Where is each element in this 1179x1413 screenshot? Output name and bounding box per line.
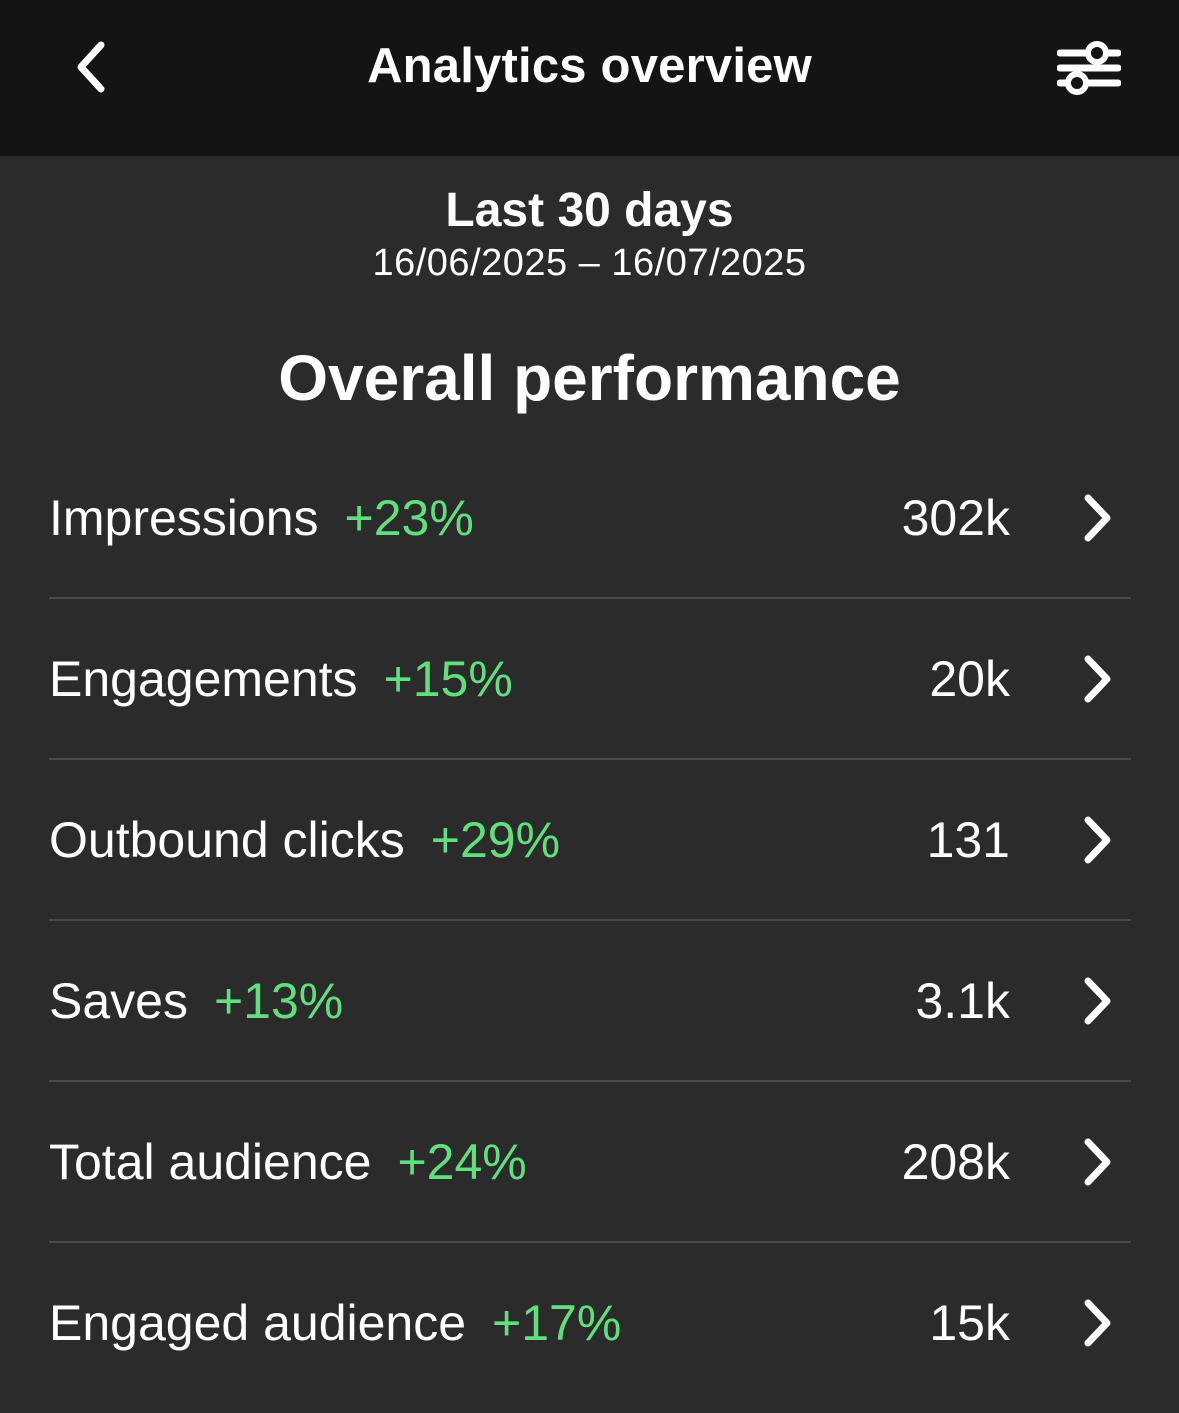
page-title: Analytics overview	[367, 39, 812, 93]
chevron-right-icon	[1077, 599, 1117, 758]
metric-name: Engagements	[49, 650, 358, 707]
metric-row-engagements[interactable]: Engagements +15% 20k	[49, 599, 1131, 760]
chevron-left-icon	[77, 41, 105, 93]
period-dates: 16/06/2025 – 16/07/2025	[372, 242, 807, 284]
metric-name: Impressions	[49, 489, 319, 546]
metric-row-outbound-clicks[interactable]: Outbound clicks +29% 131	[49, 760, 1131, 921]
period-label: Last 30 days	[445, 184, 734, 237]
metric-value: 3.1k	[915, 972, 1010, 1029]
metric-value: 302k	[901, 489, 1010, 546]
metric-change: +15%	[383, 650, 513, 707]
metric-name: Engaged audience	[49, 1294, 467, 1351]
metrics-list: Impressions +23% 302k Engagements +15% 2…	[49, 438, 1131, 1402]
metric-name: Saves	[49, 972, 188, 1029]
metric-change: +29%	[430, 811, 561, 868]
chevron-right-icon	[1077, 760, 1117, 919]
top-bar: Analytics overview	[0, 0, 1179, 156]
chevron-right-icon	[1077, 1082, 1117, 1241]
metric-name: Outbound clicks	[49, 811, 405, 868]
metric-value: 131	[926, 811, 1010, 868]
chevron-right-icon	[1077, 921, 1117, 1080]
metric-value: 15k	[929, 1294, 1010, 1351]
metric-change: +17%	[492, 1294, 622, 1351]
metric-row-engaged-audience[interactable]: Engaged audience +17% 15k	[49, 1243, 1131, 1402]
sliders-icon	[1057, 41, 1121, 95]
section-title: Overall performance	[278, 342, 901, 414]
metric-change: +13%	[213, 972, 344, 1029]
date-range: Last 30 days 16/06/2025 – 16/07/2025	[0, 182, 1179, 286]
chevron-right-icon	[1077, 1243, 1117, 1402]
metric-value: 20k	[929, 650, 1010, 707]
chevron-right-icon	[1077, 438, 1117, 597]
metric-value: 208k	[901, 1133, 1010, 1190]
metric-name: Total audience	[49, 1133, 372, 1190]
metric-row-impressions[interactable]: Impressions +23% 302k	[49, 438, 1131, 599]
back-button[interactable]	[56, 30, 126, 104]
metric-row-total-audience[interactable]: Total audience +24% 208k	[49, 1082, 1131, 1243]
metric-change: +24%	[397, 1133, 527, 1190]
metric-row-saves[interactable]: Saves +13% 3.1k	[49, 921, 1131, 1082]
filter-button[interactable]	[1048, 30, 1130, 104]
metric-change: +23%	[344, 489, 474, 546]
